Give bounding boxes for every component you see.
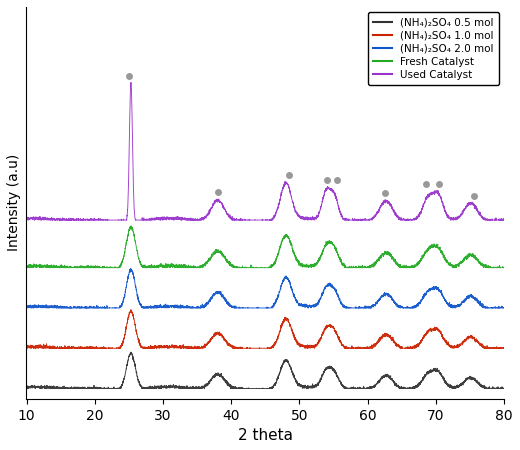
Y-axis label: Intensity (a.u): Intensity (a.u): [7, 154, 21, 252]
X-axis label: 2 theta: 2 theta: [238, 428, 293, 443]
Legend: (NH₄)₂SO₄ 0.5 mol, (NH₄)₂SO₄ 1.0 mol, (NH₄)₂SO₄ 2.0 mol, Fresh Catalyst, Used Ca: (NH₄)₂SO₄ 0.5 mol, (NH₄)₂SO₄ 1.0 mol, (N…: [368, 12, 499, 85]
